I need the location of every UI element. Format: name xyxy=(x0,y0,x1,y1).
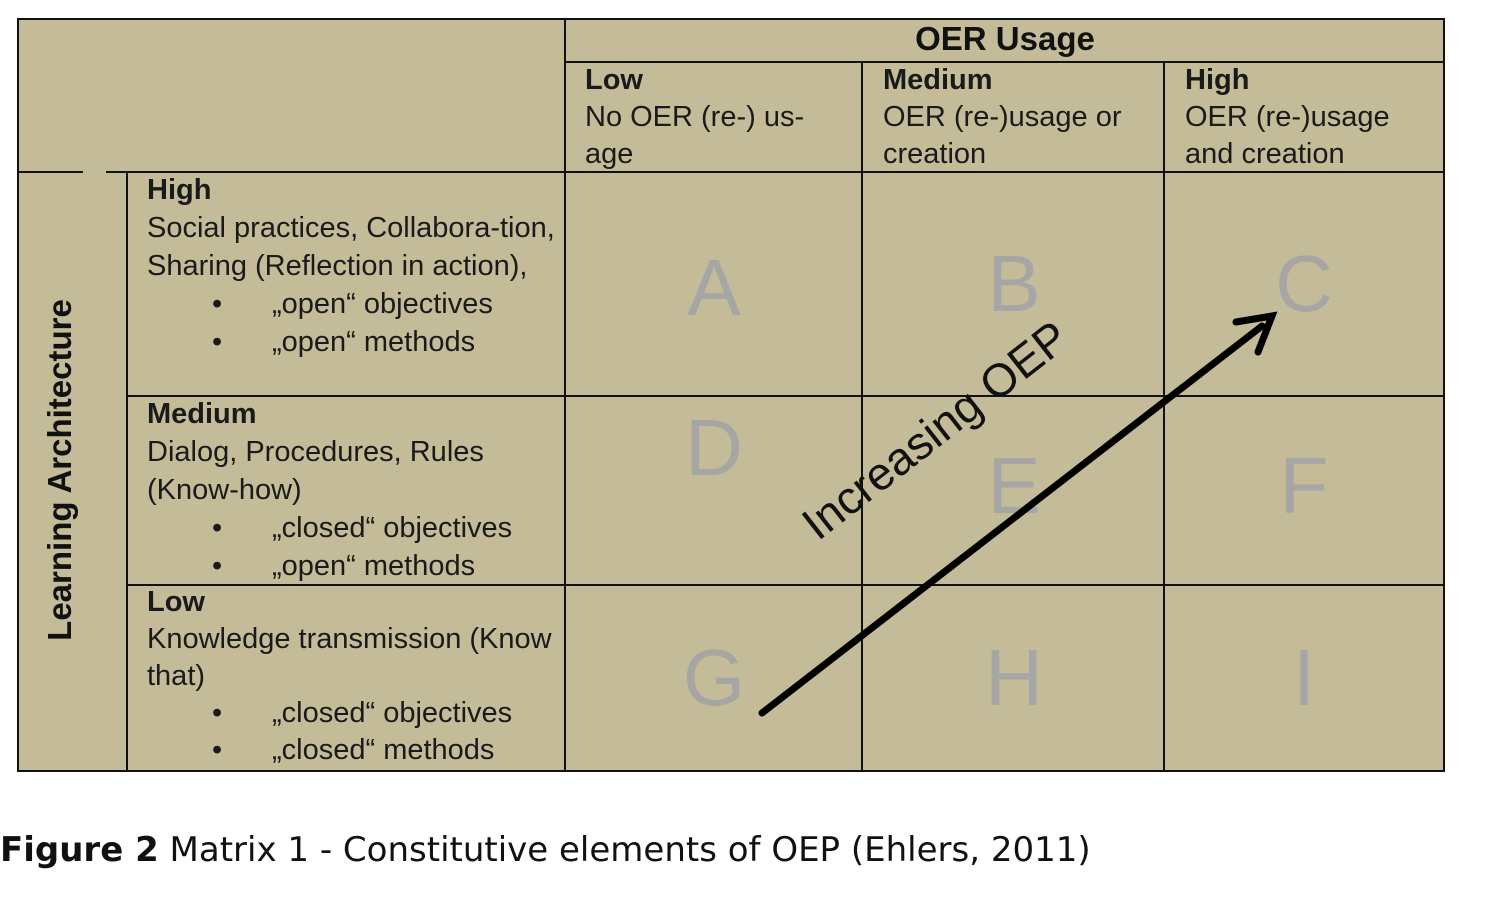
column-header-high: High OER (re-)usage and creation xyxy=(1185,62,1435,173)
row-level: Low xyxy=(147,586,205,618)
bullet-item: „closed“ objectives xyxy=(212,509,557,547)
row-level: High xyxy=(147,174,212,206)
bullet-item: „open“ methods xyxy=(212,323,557,361)
row-level: Medium xyxy=(147,398,257,430)
bullet-item: „open“ objectives xyxy=(212,285,557,323)
grid-line xyxy=(126,584,1445,586)
column-axis-title: OER Usage xyxy=(915,20,1095,57)
cell-letter-g: G xyxy=(682,633,746,722)
column-description: No OER (re-) us-age xyxy=(585,101,805,170)
figure-caption: Figure 2 Matrix 1 - Constitutive element… xyxy=(0,830,1091,870)
cell-letter-b: B xyxy=(987,239,1041,328)
cell-letter-a: A xyxy=(687,243,741,332)
bullet-item: „closed“ objectives xyxy=(212,695,557,732)
row-header-medium: Medium Dialog, Procedures, Rules (Know-h… xyxy=(147,395,557,585)
bullet-item: „open“ methods xyxy=(212,547,557,585)
grid-line xyxy=(126,395,1445,397)
grid-line xyxy=(106,171,1445,173)
row-description: Knowledge transmission (Know that) xyxy=(147,623,552,692)
grid-line xyxy=(126,172,128,772)
row-description: Dialog, Procedures, Rules (Know-how) xyxy=(147,436,484,506)
caption-text: Matrix 1 - Constitutive elements of OEP … xyxy=(158,830,1091,870)
column-level: Low xyxy=(585,64,643,96)
column-header-low: Low No OER (re-) us-age xyxy=(585,62,835,173)
cell-letter-f: F xyxy=(1279,441,1329,530)
column-level: High xyxy=(1185,64,1250,96)
grid-line xyxy=(861,62,863,772)
row-header-high: High Social practices, Collabora-tion, S… xyxy=(147,171,557,361)
row-header-low: Low Knowledge transmission (Know that) „… xyxy=(147,584,557,769)
column-level: Medium xyxy=(883,64,993,96)
column-description: OER (re-)usage and creation xyxy=(1185,101,1390,170)
cell-letter-i: I xyxy=(1292,633,1316,722)
grid-line xyxy=(17,171,83,173)
grid-line xyxy=(565,61,1445,63)
caption-label: Figure 2 xyxy=(0,830,159,870)
cell-letter-e: E xyxy=(987,441,1041,530)
cell-letter-c: C xyxy=(1275,239,1333,328)
column-header-medium: Medium OER (re-)usage or creation xyxy=(883,62,1153,173)
cell-letter-d: D xyxy=(685,403,743,492)
bullet-item: „closed“ methods xyxy=(212,732,557,769)
cell-letter-h: H xyxy=(985,633,1043,722)
row-description: Social practices, Collabora-tion, Sharin… xyxy=(147,212,555,282)
grid-line xyxy=(1163,62,1165,772)
column-description: OER (re-)usage or creation xyxy=(883,101,1122,170)
